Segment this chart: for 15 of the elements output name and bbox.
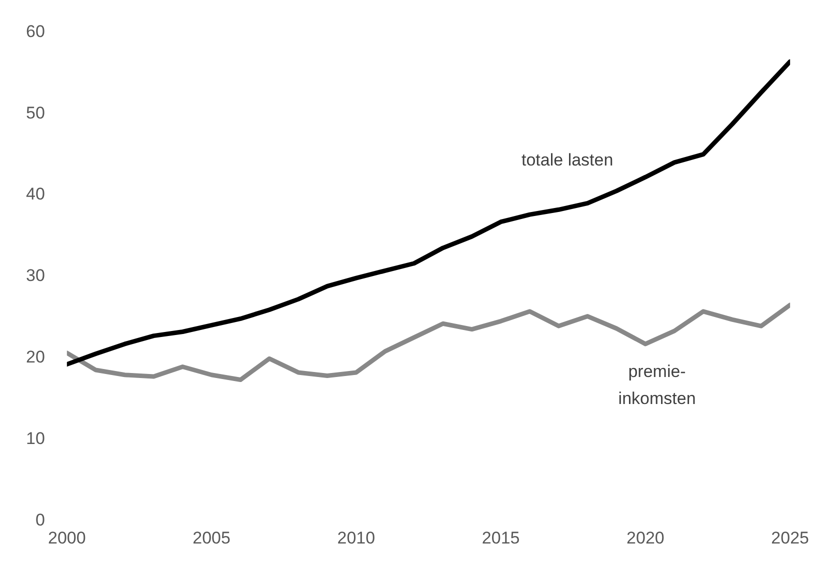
y-tick-label: 10 <box>26 428 45 448</box>
x-tick-label: 2010 <box>337 528 376 548</box>
x-tick-label: 2025 <box>771 528 810 548</box>
y-tick-label: 60 <box>26 22 45 41</box>
y-tick-label: 0 <box>35 510 45 530</box>
x-tick-label: 2005 <box>192 528 230 548</box>
y-tick-label: 20 <box>26 347 45 366</box>
y-tick-label: 40 <box>26 184 45 204</box>
y-tick-label: 50 <box>26 103 45 122</box>
y-tick-label: 30 <box>26 266 45 286</box>
series-label: totale lasten <box>522 150 614 170</box>
x-tick-label: 2015 <box>482 528 520 548</box>
series-label: premie-inkomsten <box>618 362 696 408</box>
x-tick-label: 2000 <box>48 528 86 548</box>
x-tick-label: 2020 <box>626 528 664 548</box>
